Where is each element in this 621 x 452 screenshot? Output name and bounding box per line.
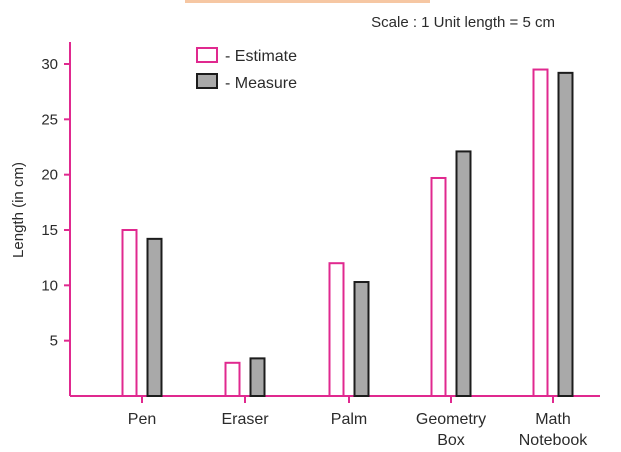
bar-measure bbox=[146, 237, 163, 397]
bar-estimate bbox=[224, 361, 241, 397]
category-label: Math bbox=[535, 411, 571, 428]
legend: - Estimate - Measure bbox=[196, 47, 297, 92]
bar-estimate bbox=[532, 68, 549, 398]
y-tick-label: 30 bbox=[41, 56, 58, 73]
bar-estimate bbox=[121, 229, 138, 397]
legend-swatch-measure bbox=[196, 73, 218, 89]
category-label: Pen bbox=[128, 411, 156, 428]
y-tick-label: 20 bbox=[41, 167, 58, 184]
category-label: Box bbox=[437, 432, 465, 449]
category-label: Palm bbox=[331, 411, 367, 428]
category-label: Eraser bbox=[221, 411, 269, 428]
bar-measure bbox=[557, 71, 574, 397]
y-tick-label: 5 bbox=[50, 333, 58, 350]
bar-measure bbox=[455, 150, 472, 397]
category-label: Notebook bbox=[519, 432, 588, 449]
legend-label-estimate: - Estimate bbox=[225, 48, 297, 65]
y-axis-label: Length (in cm) bbox=[10, 162, 27, 258]
bar-measure bbox=[249, 357, 266, 397]
scale-note: Scale : 1 Unit length = 5 cm bbox=[371, 14, 555, 31]
bar-estimate bbox=[430, 176, 447, 397]
plot-area: 5 10 15 20 25 30 Pen Eraser Palm Geometry Box Math N… bbox=[41, 42, 600, 449]
top-decorative-strip bbox=[185, 0, 430, 3]
category-label: Geometry bbox=[416, 411, 486, 428]
y-tick-label: 10 bbox=[41, 277, 58, 294]
legend-swatch-estimate bbox=[196, 47, 218, 63]
legend-label-measure: - Measure bbox=[225, 75, 297, 92]
bar-measure bbox=[353, 281, 370, 397]
bar-estimate bbox=[328, 262, 345, 398]
y-tick-label: 25 bbox=[41, 111, 58, 128]
y-tick-label: 15 bbox=[41, 222, 58, 239]
